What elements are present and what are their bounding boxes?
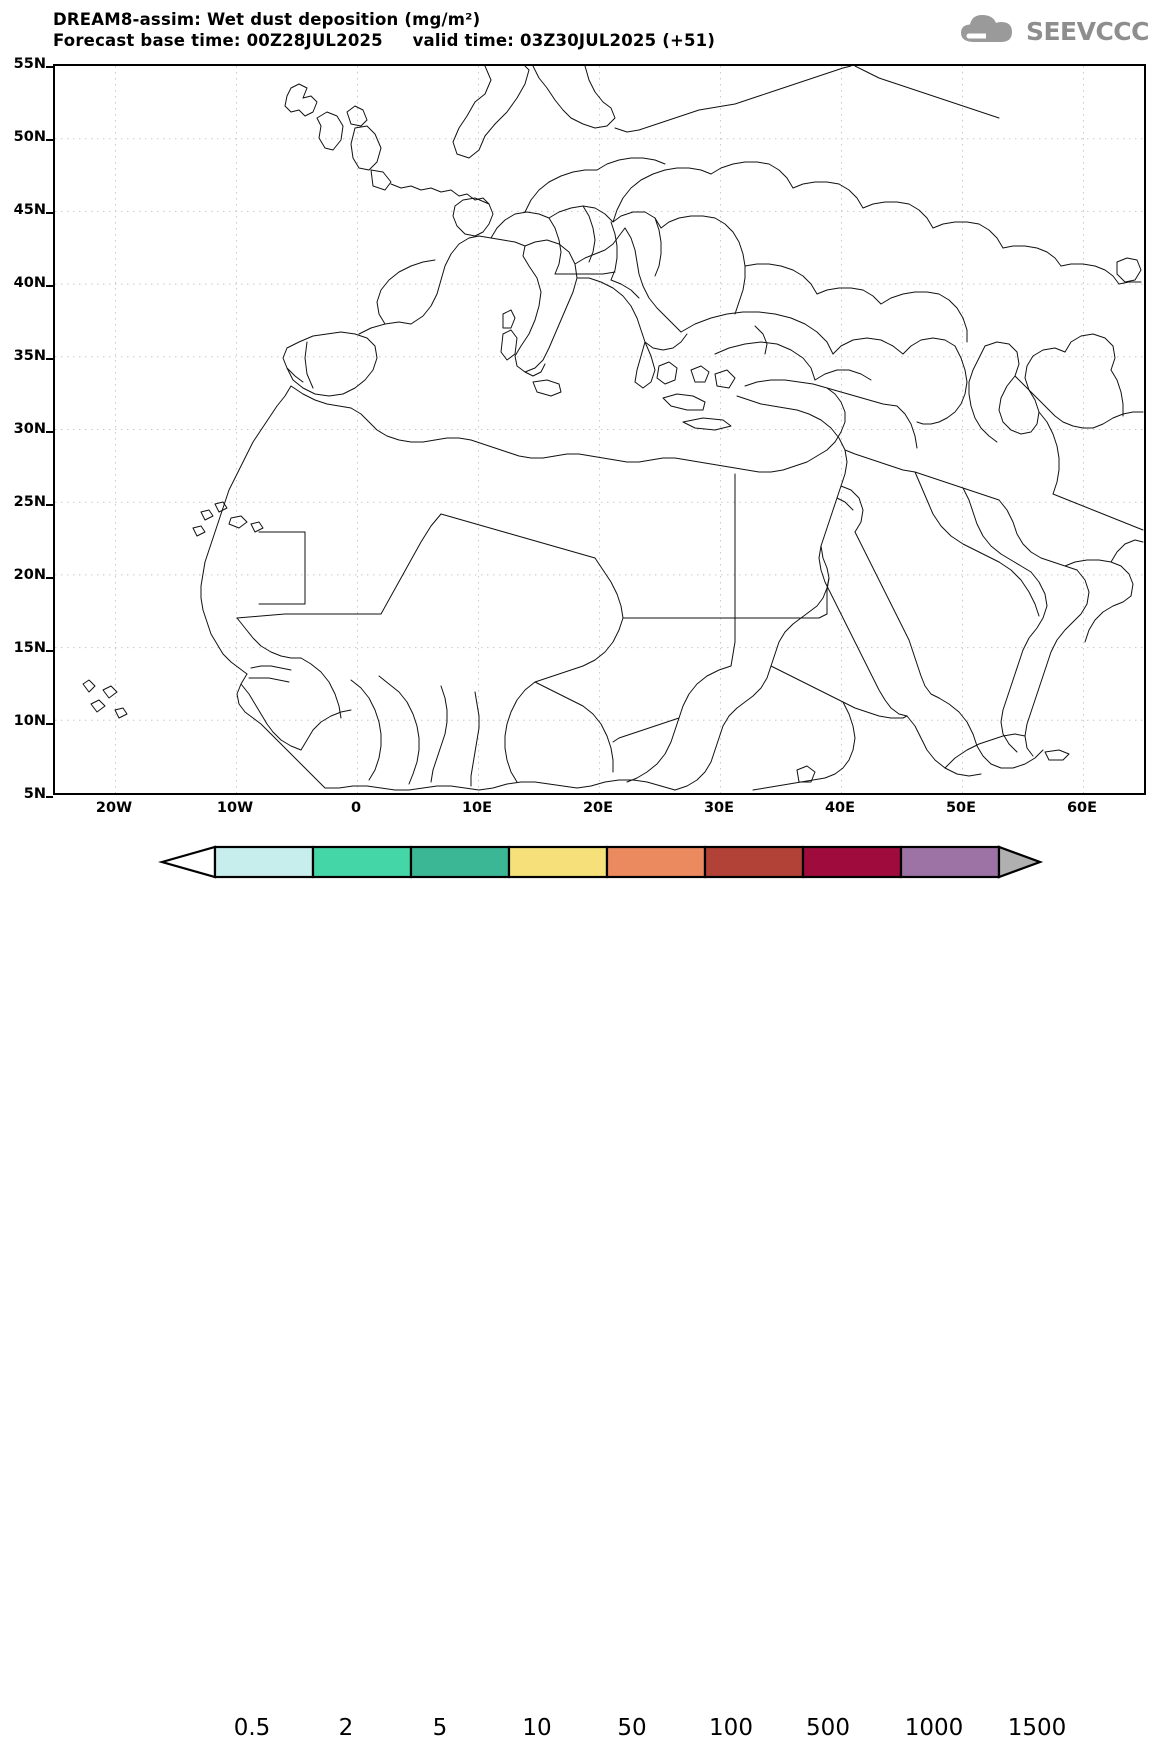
x-tick-label: 10W xyxy=(216,800,254,816)
y-tick-label: 25N xyxy=(0,494,53,510)
colorbar-tick-label: 10 xyxy=(522,1715,552,1741)
colorbar-swatch xyxy=(409,845,511,879)
y-tick-mark xyxy=(46,431,53,433)
colorbar-swatch xyxy=(605,845,707,879)
title-line-variable: DREAM8-assim: Wet dust deposition (mg/m²… xyxy=(53,10,481,29)
seevccc-logo: SEEVCCC xyxy=(957,12,1150,50)
chart-title-block: DREAM8-assim: Wet dust deposition (mg/m²… xyxy=(53,9,953,52)
colorbar-over-arrow xyxy=(997,845,1044,879)
colorbar-swatch xyxy=(507,845,609,879)
colorbar-swatch xyxy=(801,845,903,879)
y-tick-mark xyxy=(46,504,53,506)
colorbar-svg xyxy=(157,845,1044,879)
x-tick-label: 10E xyxy=(461,800,493,816)
y-tick-label: 15N xyxy=(0,640,53,656)
y-tick-mark xyxy=(46,139,53,141)
x-tick-label: 20W xyxy=(95,800,133,816)
y-tick-label: 50N xyxy=(0,129,53,145)
map-coastlines xyxy=(82,66,1144,791)
gridlines xyxy=(55,66,1144,793)
y-tick-label: 55N xyxy=(0,56,53,72)
colorbar-swatch xyxy=(311,845,413,879)
colorbar-tick-label: 1000 xyxy=(904,1715,964,1741)
colorbar-swatch xyxy=(703,845,805,879)
y-tick-label: 30N xyxy=(0,421,53,437)
y-tick-mark xyxy=(46,796,53,798)
x-tick-label: 50E xyxy=(945,800,977,816)
colorbar-tick-label: 100 xyxy=(709,1715,753,1741)
colorbar-tick-label: 0.5 xyxy=(233,1715,271,1741)
colorbar-tick-label: 1500 xyxy=(1007,1715,1067,1741)
y-tick-mark xyxy=(46,650,53,652)
x-tick-label: 60E xyxy=(1066,800,1098,816)
x-tick-label: 30E xyxy=(703,800,735,816)
y-tick-mark xyxy=(46,358,53,360)
logo-text: SEEVCCC xyxy=(1025,16,1150,46)
colorbar-tick-label: 5 xyxy=(432,1715,448,1741)
y-tick-label: 35N xyxy=(0,348,53,364)
colorbar-swatch xyxy=(899,845,1001,879)
y-tick-label: 20N xyxy=(0,567,53,583)
title-line-times: Forecast base time: 00Z28JUL2025 valid t… xyxy=(53,31,716,51)
colorbar-tick-label: 500 xyxy=(806,1715,850,1741)
y-tick-label: 40N xyxy=(0,275,53,291)
colorbar-under-arrow xyxy=(157,845,217,879)
x-tick-label: 40E xyxy=(824,800,856,816)
x-tick-label: 0 xyxy=(350,800,362,816)
y-tick-mark xyxy=(46,212,53,214)
y-tick-label: 5N xyxy=(0,786,53,802)
colorbar-swatches xyxy=(213,845,1001,879)
y-tick-label: 45N xyxy=(0,202,53,218)
colorbar-tick-label: 50 xyxy=(617,1715,647,1741)
y-tick-mark xyxy=(46,285,53,287)
colorbar-tick-label: 2 xyxy=(338,1715,354,1741)
colorbar: 0.5 2 5 10 50 100 500 1000 1500 xyxy=(0,843,1165,1741)
y-tick-mark xyxy=(46,577,53,579)
map-plot-area xyxy=(53,64,1146,795)
y-tick-mark xyxy=(46,66,53,68)
cloud-wind-icon xyxy=(957,12,1019,50)
map-canvas xyxy=(55,66,1144,793)
colorbar-swatch xyxy=(213,845,315,879)
y-tick-mark xyxy=(46,723,53,725)
y-tick-label: 10N xyxy=(0,713,53,729)
x-tick-label: 20E xyxy=(582,800,614,816)
